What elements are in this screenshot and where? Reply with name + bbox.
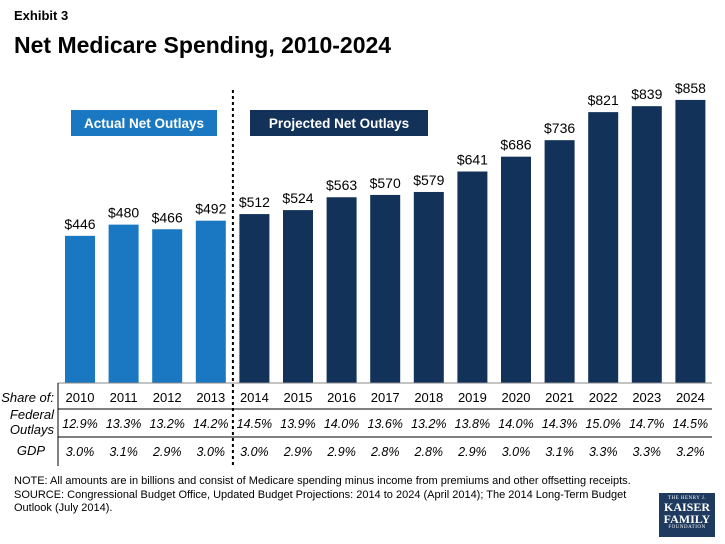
logo-line3: FAMILY <box>663 512 711 526</box>
gdp-share-2011: 3.1% <box>109 445 138 459</box>
value-label-2010: $446 <box>64 216 95 232</box>
tick-label-2024: 2024 <box>676 390 705 405</box>
gdp-share-2022: 3.3% <box>589 445 618 459</box>
bar-2014 <box>239 214 270 383</box>
gdp-share-2013: 3.0% <box>197 445 226 459</box>
exhibit-label: Exhibit 3 <box>14 8 69 23</box>
logo-line1: THE HENRY J. <box>667 496 707 501</box>
tick-label-2022: 2022 <box>589 390 618 405</box>
bar-2020 <box>501 156 531 383</box>
row-label-outlays: Outlays <box>10 422 55 437</box>
bar-2023 <box>631 106 662 383</box>
bar-2016 <box>326 197 357 383</box>
value-label-2016: $563 <box>326 177 357 193</box>
logo-line4: FOUNDATION <box>668 525 706 530</box>
federal-share-2021: 14.3% <box>542 417 577 431</box>
federal-share-2016: 14.0% <box>324 417 359 431</box>
bar-2019 <box>457 171 488 383</box>
value-label-2014: $512 <box>239 194 270 210</box>
federal-share-2020: 14.0% <box>498 417 533 431</box>
tick-label-2021: 2021 <box>545 390 574 405</box>
federal-share-2014: 14.5% <box>237 417 272 431</box>
federal-share-2012: 13.2% <box>149 417 184 431</box>
bar-2018 <box>413 191 444 383</box>
federal-share-2024: 14.5% <box>673 417 708 431</box>
legend-projected-box <box>250 110 428 136</box>
logo-line2: KAISER <box>663 500 710 514</box>
tick-label-2015: 2015 <box>284 390 313 405</box>
row-label-gdp: GDP <box>17 443 46 458</box>
tick-label-2011: 2011 <box>110 390 138 405</box>
row-label-federal: Federal <box>10 407 55 422</box>
federal-share-2010: 12.9% <box>62 417 97 431</box>
value-label-2021: $736 <box>544 120 575 136</box>
bar-chart: $446 $480 $466 $492 $512 $524 $563 $570 $579 $641… <box>1 80 712 466</box>
bar-2011 <box>108 224 139 383</box>
gdp-share-2019: 2.9% <box>457 445 487 459</box>
tick-label-2017: 2017 <box>371 390 400 405</box>
bar-2024 <box>675 99 706 383</box>
bar-2013 <box>195 220 226 383</box>
federal-share-2019: 13.8% <box>455 417 490 431</box>
note-text: NOTE: All amounts are in billions and co… <box>14 475 631 487</box>
value-label-2013: $492 <box>195 201 226 217</box>
source-text: SOURCE: Congressional Budget Office, Upd… <box>14 488 627 515</box>
bar-2022 <box>588 112 619 384</box>
chart-title: Net Medicare Spending, 2010-2024 <box>14 32 392 58</box>
federal-share-2017: 13.6% <box>367 417 402 431</box>
kff-logo: THE HENRY J. KAISER FAMILY FOUNDATION <box>659 493 715 537</box>
gdp-share-2014: 3.0% <box>240 445 269 459</box>
tick-label-2014: 2014 <box>240 390 269 405</box>
tick-label-2012: 2012 <box>153 390 182 405</box>
legend-projected-label: Projected Net Outlays <box>269 116 409 131</box>
gdp-share-2018: 2.8% <box>414 445 444 459</box>
federal-share-2011: 13.3% <box>106 417 141 431</box>
federal-share-2015: 13.9% <box>280 417 315 431</box>
gdp-share-2010: 3.0% <box>66 445 95 459</box>
gdp-share-2020: 3.0% <box>502 445 531 459</box>
table-header-label: Share of: <box>1 390 54 405</box>
footnote: NOTE: All amounts are in billions and co… <box>14 475 644 516</box>
tick-label-2019: 2019 <box>458 390 487 405</box>
value-label-2018: $579 <box>413 172 444 188</box>
value-label-2020: $686 <box>500 137 531 153</box>
value-label-2011: $480 <box>108 205 139 221</box>
federal-share-2022: 15.0% <box>585 417 620 431</box>
tick-label-2013: 2013 <box>196 390 225 405</box>
gdp-share-2016: 2.9% <box>326 445 356 459</box>
value-label-2015: $524 <box>282 190 313 206</box>
federal-share-2013: 14.2% <box>193 417 228 431</box>
bar-2015 <box>283 210 313 383</box>
value-label-2019: $641 <box>457 152 488 168</box>
bar-2017 <box>370 194 401 383</box>
gdp-share-2012: 2.9% <box>152 445 182 459</box>
bar-2021 <box>544 140 575 383</box>
gdp-share-2021: 3.1% <box>545 445 574 459</box>
bar-2012 <box>152 229 183 383</box>
gdp-share-2017: 2.8% <box>370 445 400 459</box>
tick-label-2020: 2020 <box>502 390 531 405</box>
legend-actual-box <box>71 110 217 136</box>
tick-label-2016: 2016 <box>327 390 356 405</box>
federal-share-2023: 14.7% <box>629 417 664 431</box>
value-label-2022: $821 <box>588 92 619 108</box>
gdp-share-2023: 3.3% <box>633 445 662 459</box>
tick-label-2023: 2023 <box>632 390 661 405</box>
federal-share-2018: 13.2% <box>411 417 446 431</box>
legend-actual-label: Actual Net Outlays <box>84 116 204 131</box>
value-label-2024: $858 <box>675 80 706 96</box>
tick-label-2010: 2010 <box>66 390 95 405</box>
bar-2010 <box>65 235 95 383</box>
value-label-2023: $839 <box>631 86 662 102</box>
tick-label-2018: 2018 <box>414 390 443 405</box>
gdp-share-2024: 3.2% <box>676 445 705 459</box>
value-label-2017: $570 <box>370 175 401 191</box>
gdp-share-2015: 2.9% <box>283 445 313 459</box>
value-label-2012: $466 <box>152 209 183 225</box>
